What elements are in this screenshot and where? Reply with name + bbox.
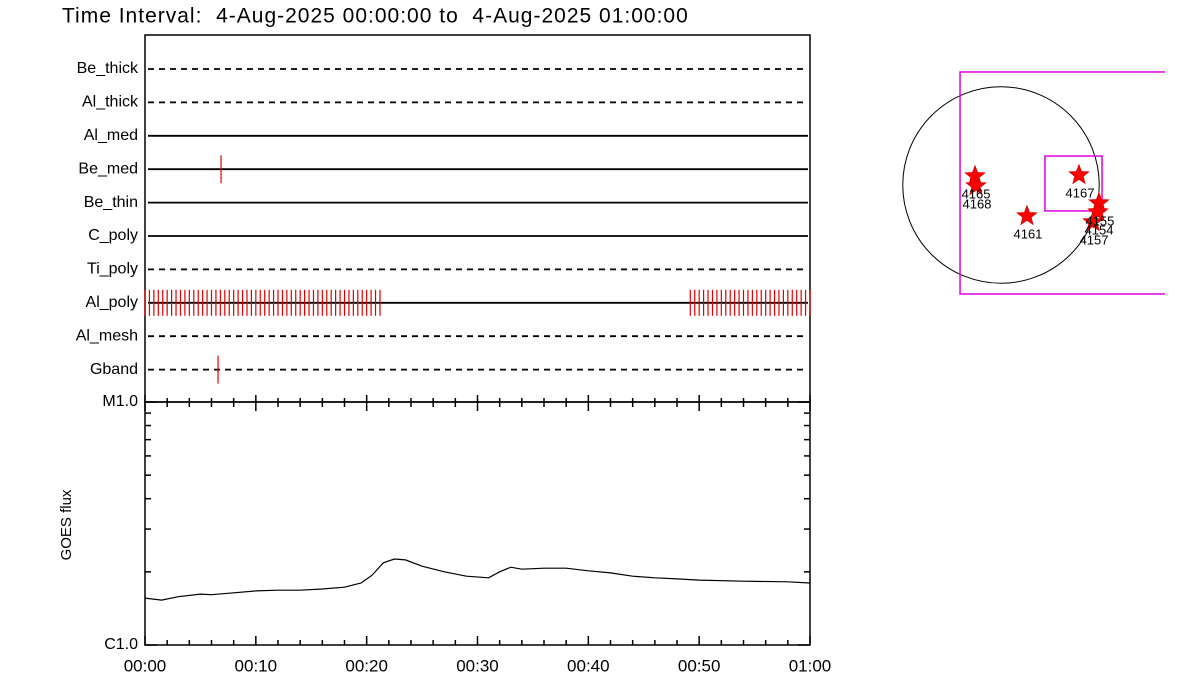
ar-label: 4168	[963, 196, 992, 211]
title: Time Interval: 4-Aug-2025 00:00:00 to 4-…	[62, 5, 689, 28]
x-tick-label: 01:00	[789, 656, 832, 675]
ar-star	[1016, 204, 1038, 226]
filter-label: Al_poly	[86, 294, 138, 311]
filter-label: Be_thin	[84, 194, 138, 211]
x-tick-label: 00:20	[345, 656, 388, 675]
ar-label: 4167	[1066, 185, 1095, 200]
ar-label: 4157	[1080, 232, 1109, 247]
x-tick-label: 00:00	[124, 656, 167, 675]
filter-label: Be_med	[78, 160, 138, 177]
ar-label: 4155	[1085, 213, 1114, 228]
filter-label: Al_med	[84, 127, 138, 144]
x-tick-label: 00:30	[456, 656, 499, 675]
y-axis-label: GOES flux	[58, 489, 75, 560]
filter-label: C_poly	[88, 227, 138, 244]
fov-box	[959, 71, 1165, 295]
y-tick-label: M1.0	[102, 393, 138, 410]
goes-curve	[144, 558, 811, 601]
filter-panel-frame	[144, 34, 811, 403]
x-tick-label: 00:40	[567, 656, 610, 675]
filter-label: Al_mesh	[76, 327, 138, 344]
ar-label: 4165	[962, 186, 991, 201]
x-tick-label: 00:10	[235, 656, 278, 675]
ar-star	[1068, 163, 1090, 185]
filter-label: Be_thick	[77, 60, 139, 77]
filter-label: Gband	[90, 361, 138, 378]
fov-box	[1044, 155, 1103, 212]
solar-disk	[902, 86, 1100, 284]
ar-star	[1087, 200, 1109, 222]
ar-star	[965, 174, 987, 196]
goes-panel-frame	[144, 401, 811, 646]
ar-label: 4154	[1085, 222, 1114, 237]
filter-label: Ti_poly	[87, 261, 138, 278]
filter-label: Al_thick	[82, 94, 139, 111]
y-tick-label: C1.0	[104, 636, 138, 653]
ar-star	[1082, 210, 1104, 232]
ar-label: 4161	[1013, 226, 1042, 241]
x-tick-label: 00:50	[678, 656, 721, 675]
